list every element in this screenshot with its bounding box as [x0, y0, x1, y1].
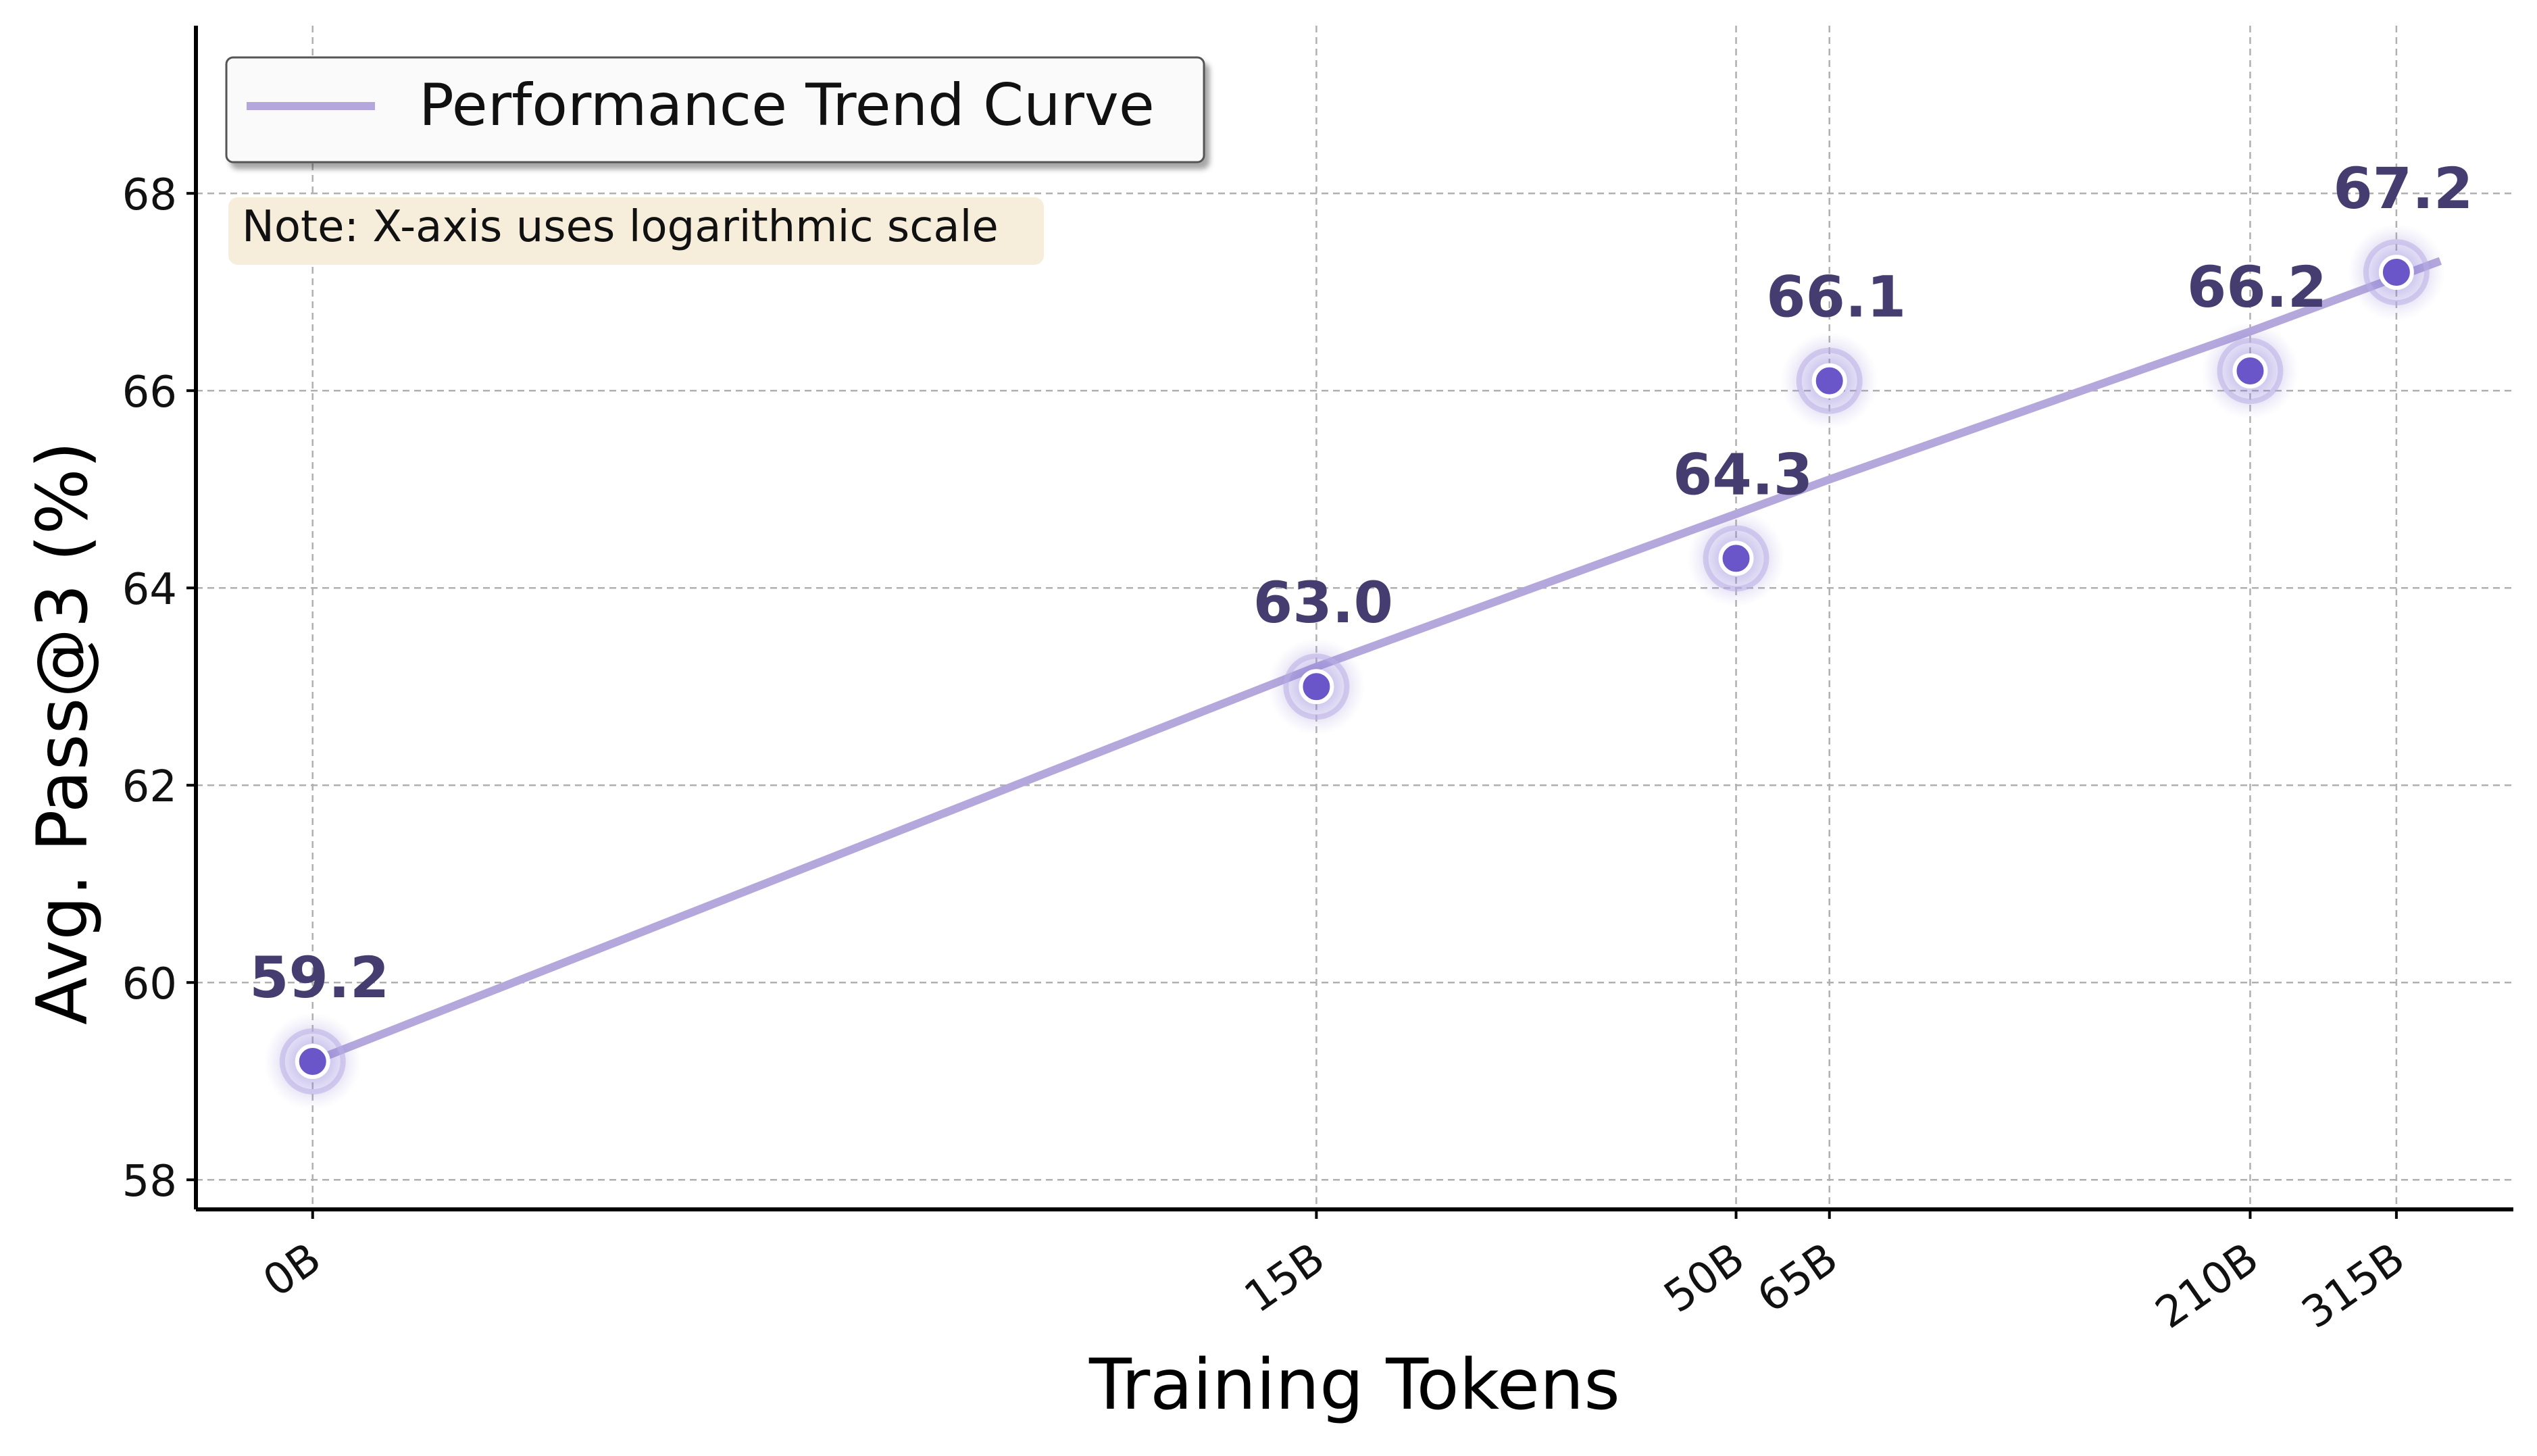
point-ring	[2217, 338, 2284, 404]
data-point	[1811, 363, 1847, 399]
legend-label: Performance Trend Curve	[419, 72, 1155, 139]
data-labels: 59.2 63.0 64.3 66.1 66.267.2	[249, 155, 2473, 1011]
y-tick-label: 62	[122, 762, 177, 812]
trend-line	[311, 257, 2442, 1065]
data-label: 59.2	[249, 945, 389, 1011]
data-label: 67.2	[2333, 155, 2473, 222]
x-axis-title: Training Tokens	[1088, 1345, 1620, 1426]
data-points	[263, 224, 2445, 1110]
data-label: 64.3	[1673, 441, 1813, 507]
x-tick-label: 315B	[2293, 1234, 2413, 1339]
x-tick-label: 0B	[255, 1234, 330, 1307]
point-ring	[279, 1028, 346, 1095]
point-ring	[1703, 525, 1769, 592]
x-tick-label: 65B	[1749, 1234, 1847, 1324]
note-box	[228, 197, 1044, 265]
y-tick-label: 68	[122, 170, 177, 220]
note-annotation: Note: X-axis uses logarithmic scale	[228, 197, 1044, 265]
data-point	[295, 1044, 330, 1079]
data-point	[1299, 669, 1334, 705]
data-label: 63.0	[1253, 570, 1393, 636]
data-point	[2378, 255, 2414, 290]
x-tick-label: 50B	[1655, 1234, 1753, 1324]
note-text: Note: X-axis uses logarithmic scale	[242, 202, 999, 252]
point-ring	[2363, 239, 2430, 305]
y-axis-title: Avg. Pass@3 (%)	[22, 441, 103, 1025]
data-point	[1718, 541, 1754, 576]
x-tick-label: 15B	[1236, 1234, 1334, 1324]
axes	[194, 26, 2513, 1211]
legend: Performance Trend Curve	[225, 56, 1205, 164]
y-ticks: 58 60 62 64 66 68	[122, 170, 196, 1207]
point-ring	[1283, 653, 1350, 720]
x-tick-label: 210B	[2147, 1234, 2267, 1339]
data-label: 66.1	[1766, 264, 1906, 330]
data-label: 66.2	[2187, 254, 2327, 320]
y-tick-label: 60	[122, 959, 177, 1009]
point-ring	[1796, 347, 1863, 414]
data-point	[2232, 353, 2268, 388]
legend-box	[225, 56, 1205, 164]
trend-series	[311, 257, 2442, 1065]
y-tick-label: 66	[122, 368, 177, 418]
y-tick-label: 58	[122, 1157, 177, 1207]
y-tick-label: 64	[122, 565, 177, 615]
